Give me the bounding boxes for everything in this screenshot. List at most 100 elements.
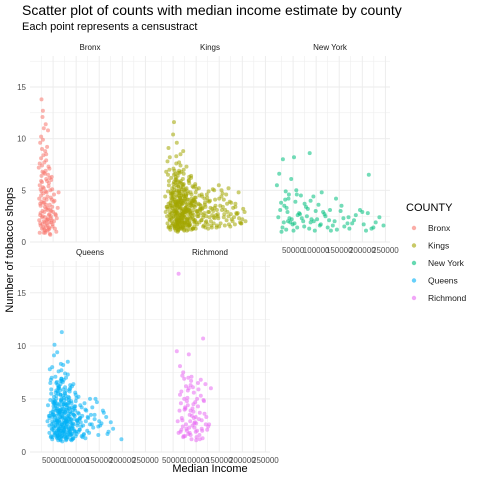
data-point-queens — [51, 401, 56, 406]
data-point-bronx — [45, 179, 50, 183]
data-point-new-york — [353, 213, 358, 218]
data-point-richmond — [182, 376, 187, 381]
data-point-kings — [186, 223, 191, 228]
data-point-bronx — [53, 213, 58, 218]
data-point-richmond — [188, 419, 193, 424]
data-point-queens — [55, 406, 60, 411]
data-point-kings — [218, 221, 223, 226]
data-point-richmond — [196, 404, 200, 409]
data-point-kings — [213, 197, 218, 202]
data-point-new-york — [342, 224, 347, 229]
data-point-queens — [57, 430, 62, 435]
data-point-richmond — [181, 370, 186, 375]
data-point-queens — [56, 420, 61, 425]
data-point-kings — [189, 203, 194, 208]
data-point-kings — [193, 226, 198, 231]
data-point-queens — [50, 419, 55, 424]
data-point-bronx — [42, 160, 47, 165]
data-point-richmond — [179, 389, 184, 394]
data-point-kings — [233, 204, 238, 209]
data-point-queens — [94, 400, 99, 405]
data-point-queens — [93, 396, 98, 401]
data-point-kings — [163, 194, 168, 199]
data-point-bronx — [46, 128, 50, 133]
data-point-kings — [193, 190, 198, 195]
data-point-queens — [54, 393, 59, 398]
x-tick-label: 150000 — [326, 246, 353, 255]
data-point-new-york — [319, 190, 324, 195]
panel-bronx: Bronx 0 5 10 15 — [17, 43, 150, 247]
data-point-kings — [174, 210, 179, 214]
data-point-richmond — [178, 401, 183, 406]
data-point-queens — [59, 434, 64, 439]
data-point-kings — [185, 189, 190, 194]
data-point-bronx — [37, 196, 42, 201]
data-point-kings — [169, 175, 174, 180]
legend-label-richmond: Richmond — [428, 293, 467, 303]
legend-label-queens: Queens — [428, 276, 458, 286]
data-point-richmond — [186, 352, 191, 357]
data-point-bronx — [39, 193, 44, 198]
data-point-queens — [69, 399, 74, 404]
y-tick-label: 0 — [22, 448, 27, 457]
data-point-new-york — [332, 219, 337, 224]
data-point-new-york — [334, 196, 338, 201]
data-point-new-york — [298, 193, 303, 198]
data-point-queens — [97, 419, 102, 424]
data-point-kings — [233, 201, 238, 206]
data-point-kings — [206, 189, 211, 194]
data-point-queens — [92, 412, 97, 417]
data-point-queens — [77, 427, 82, 432]
x-tick-label: 250000 — [132, 456, 159, 465]
data-point-queens — [111, 426, 116, 431]
data-point-kings — [167, 210, 172, 214]
data-point-queens — [72, 428, 77, 433]
data-point-queens — [73, 408, 78, 413]
data-point-richmond — [193, 415, 198, 419]
data-point-kings — [215, 212, 220, 217]
data-point-kings — [228, 224, 233, 229]
data-point-richmond — [200, 428, 205, 433]
data-point-richmond — [197, 433, 202, 437]
data-point-new-york — [280, 157, 285, 162]
data-point-kings — [177, 160, 182, 165]
data-point-bronx — [48, 188, 53, 193]
legend-title: COUNTY — [406, 202, 453, 214]
data-point-bronx — [50, 224, 55, 229]
data-point-kings — [200, 205, 205, 210]
data-point-bronx — [40, 226, 44, 231]
data-point-new-york — [360, 210, 365, 214]
data-point-queens — [91, 425, 96, 430]
data-point-new-york — [302, 224, 307, 229]
data-point-bronx — [38, 140, 43, 145]
legend-key-queens — [411, 278, 417, 283]
data-point-kings — [220, 208, 224, 212]
data-point-new-york — [346, 215, 351, 220]
data-point-queens — [63, 391, 68, 396]
data-point-kings — [220, 204, 225, 209]
data-point-kings — [240, 217, 245, 222]
data-point-queens — [61, 409, 66, 414]
data-point-queens — [83, 419, 88, 424]
data-point-kings — [198, 211, 203, 216]
data-point-richmond — [182, 396, 187, 401]
data-point-queens — [64, 438, 68, 443]
data-point-new-york — [341, 216, 346, 221]
data-point-kings — [203, 225, 208, 230]
data-point-bronx — [42, 196, 47, 201]
data-point-bronx — [48, 195, 53, 200]
x-tick-label: 200000 — [229, 456, 256, 465]
data-point-queens — [70, 425, 74, 430]
data-point-kings — [177, 191, 182, 196]
data-point-new-york — [325, 225, 330, 230]
data-point-queens — [92, 417, 97, 422]
data-point-kings — [206, 210, 211, 214]
data-point-bronx — [40, 209, 45, 213]
data-point-richmond — [184, 399, 189, 404]
data-point-new-york — [345, 221, 350, 226]
data-point-richmond — [185, 395, 190, 400]
data-point-kings — [176, 204, 181, 209]
chart-title: Scatter plot of counts with median incom… — [22, 2, 402, 18]
data-point-kings — [179, 226, 184, 231]
